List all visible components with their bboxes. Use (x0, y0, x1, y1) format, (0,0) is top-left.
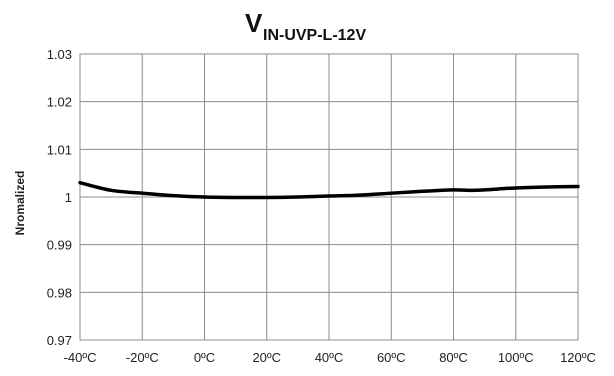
y-tick-label: 1.03 (47, 47, 72, 62)
series-line (78, 180, 580, 200)
y-tick-label: 1.02 (47, 95, 72, 110)
y-axis-label: Nromalized (13, 171, 27, 236)
y-tick-label: 0.98 (47, 285, 72, 300)
y-tick-label: 0.97 (47, 333, 72, 348)
x-tick-label: 120ºC (560, 350, 596, 365)
series-lines (78, 180, 580, 200)
x-tick-label: 0ºC (194, 350, 215, 365)
tick-labels: -40ºC -20ºC 0ºC 20ºC 40ºC 60ºC 80ºC 100ºC 120ºC 0… (47, 47, 596, 365)
plot-frame (79, 53, 579, 341)
x-tick-label: 60ºC (377, 350, 406, 365)
x-tick-label: 20ºC (252, 350, 281, 365)
x-tick-label: 40ºC (315, 350, 344, 365)
y-tick-label: 1.01 (47, 142, 72, 157)
y-tick-label: 1 (65, 190, 72, 205)
y-tick-label: 0.99 (47, 238, 72, 253)
x-tick-label: 80ºC (439, 350, 468, 365)
chart-title-main: V (245, 8, 263, 38)
chart-title-subscript: IN-UVP-L-12V (263, 27, 366, 44)
x-tick-label: 100ºC (498, 350, 534, 365)
x-tick-label: -40ºC (64, 350, 97, 365)
x-tick-label: -20ºC (126, 350, 159, 365)
